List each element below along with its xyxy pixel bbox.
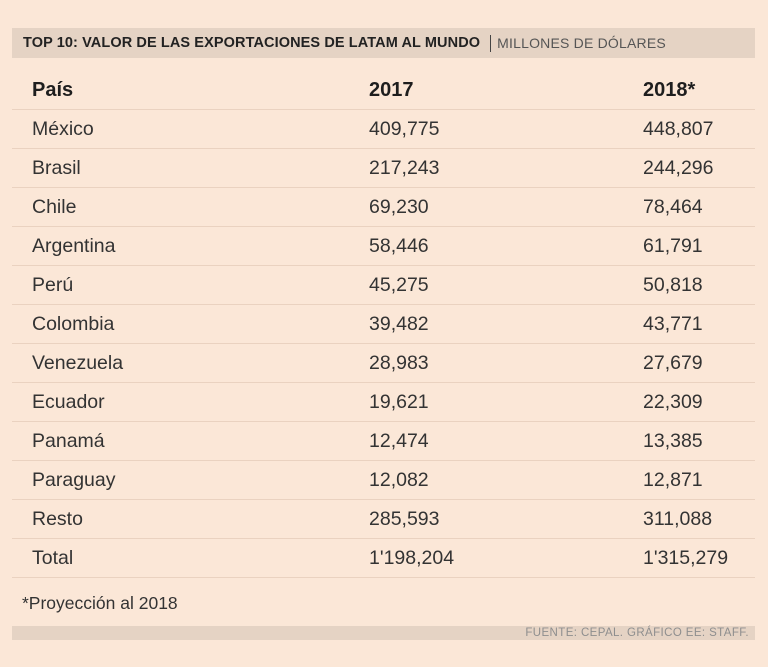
source-credit: FUENTE: CEPAL. GRÁFICO EE: STAFF. — [12, 626, 755, 640]
table-row: Panamá 12,474 13,385 — [12, 421, 755, 461]
column-header-2018: 2018* — [641, 71, 755, 110]
value-2018-cell: 12,871 — [641, 460, 755, 500]
country-cell: Brasil — [12, 148, 366, 188]
footnote: *Proyección al 2018 — [22, 593, 178, 613]
value-2017-cell: 39,482 — [366, 304, 641, 344]
country-cell: Perú — [12, 265, 366, 305]
column-header-country: País — [12, 71, 366, 110]
table-row: Ecuador 19,621 22,309 — [12, 382, 755, 422]
value-2017-cell: 58,446 — [366, 226, 641, 266]
value-2017-cell: 285,593 — [366, 499, 641, 539]
value-2017-cell: 28,983 — [366, 343, 641, 383]
country-cell: Resto — [12, 499, 366, 539]
country-cell: Panamá — [12, 421, 366, 461]
value-2017-cell: 19,621 — [366, 382, 641, 422]
value-2018-cell: 50,818 — [641, 265, 755, 305]
country-cell: México — [12, 109, 366, 149]
column-header-2017: 2017 — [366, 71, 641, 110]
value-2018-cell: 13,385 — [641, 421, 755, 461]
table-row: Argentina 58,446 61,791 — [12, 226, 755, 266]
table-row: Perú 45,275 50,818 — [12, 265, 755, 305]
country-cell: Venezuela — [12, 343, 366, 383]
value-2018-cell: 78,464 — [641, 187, 755, 227]
table-row: Paraguay 12,082 12,871 — [12, 460, 755, 500]
country-cell: Argentina — [12, 226, 366, 266]
value-2018-cell: 311,088 — [641, 499, 755, 539]
chart-title: TOP 10: VALOR DE LAS EXPORTACIONES DE LA… — [23, 35, 481, 51]
value-2017-cell: 217,243 — [366, 148, 641, 188]
exports-table: País 2017 2018* México 409,775 448,807 Bras… — [12, 71, 755, 578]
table-row: Chile 69,230 78,464 — [12, 187, 755, 227]
value-2018-cell: 244,296 — [641, 148, 755, 188]
value-2018-cell: 61,791 — [641, 226, 755, 266]
table-row: Colombia 39,482 43,771 — [12, 304, 755, 344]
value-2017-cell: 69,230 — [366, 187, 641, 227]
chart-subtitle: MILLONES DE DÓLARES — [497, 35, 666, 51]
value-2018-cell: 448,807 — [641, 109, 755, 149]
value-2018-cell: 43,771 — [641, 304, 755, 344]
table-row: Total 1'198,204 1'315,279 — [12, 538, 755, 578]
value-2018-cell: 27,679 — [641, 343, 755, 383]
table-body: México 409,775 448,807 Brasil 217,243 244,296… — [12, 109, 755, 578]
value-2017-cell: 409,775 — [366, 109, 641, 149]
country-cell: Ecuador — [12, 382, 366, 422]
country-cell: Chile — [12, 187, 366, 227]
table-header-row: País 2017 2018* — [12, 71, 755, 110]
value-2017-cell: 12,082 — [366, 460, 641, 500]
value-2017-cell: 45,275 — [366, 265, 641, 305]
country-cell: Total — [12, 538, 366, 578]
table-row: México 409,775 448,807 — [12, 109, 755, 149]
table-row: Venezuela 28,983 27,679 — [12, 343, 755, 383]
country-cell: Colombia — [12, 304, 366, 344]
value-2018-cell: 1'315,279 — [641, 538, 755, 578]
title-bar: TOP 10: VALOR DE LAS EXPORTACIONES DE LA… — [12, 28, 755, 58]
table-row: Brasil 217,243 244,296 — [12, 148, 755, 188]
value-2018-cell: 22,309 — [641, 382, 755, 422]
table-row: Resto 285,593 311,088 — [12, 499, 755, 539]
title-separator — [490, 34, 492, 52]
value-2017-cell: 1'198,204 — [366, 538, 641, 578]
country-cell: Paraguay — [12, 460, 366, 500]
value-2017-cell: 12,474 — [366, 421, 641, 461]
